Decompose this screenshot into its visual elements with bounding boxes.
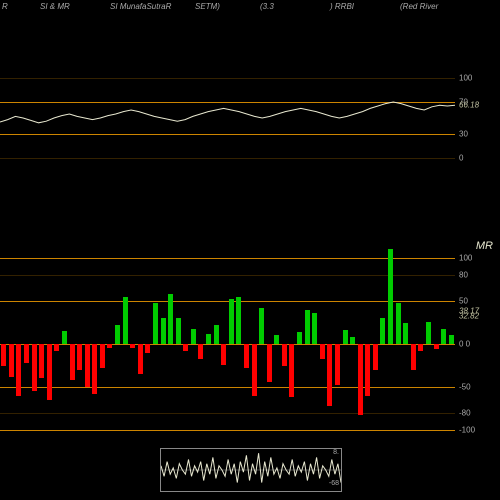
mr-bar: [411, 344, 416, 370]
mr-bar: [138, 344, 143, 374]
mini-svg: [161, 449, 341, 491]
mr-bar: [358, 344, 363, 415]
mr-bar: [274, 335, 279, 344]
mr-bar: [320, 344, 325, 359]
mr-bar: [161, 318, 166, 344]
mr-bar: [297, 332, 302, 344]
rsi-panel: 1007030066.18: [0, 78, 455, 158]
grid-line: [0, 430, 455, 431]
mr-bar: [191, 329, 196, 344]
y-label: -100: [459, 426, 497, 435]
y-label: 0 0: [459, 340, 497, 349]
mr-bar: [426, 322, 431, 344]
mr-bar: [214, 325, 219, 344]
y-label: 50: [459, 297, 497, 306]
mr-bar: [449, 335, 454, 344]
header-label-0: R: [2, 2, 8, 11]
mr-bar: [365, 344, 370, 396]
value-label: 32.82: [459, 312, 497, 321]
mr-bar: [115, 325, 120, 344]
mr-bar: [403, 323, 408, 344]
mr-bar: [441, 329, 446, 344]
mr-bar: [107, 344, 112, 348]
grid-line: [0, 413, 455, 414]
mr-bar: [198, 344, 203, 359]
mr-panel: MR10080500 0-50-80-10038.1732.82: [0, 258, 455, 430]
mr-bar: [123, 297, 128, 344]
mr-bar: [77, 344, 82, 370]
mr-bar: [434, 344, 439, 349]
mr-bar: [183, 344, 188, 351]
y-label: 0: [459, 154, 497, 163]
mr-bar: [327, 344, 332, 406]
mr-bar: [145, 344, 150, 353]
mr-bar: [252, 344, 257, 396]
mr-bar: [16, 344, 21, 396]
mr-bar: [206, 334, 211, 344]
mr-bar: [373, 344, 378, 370]
mr-bar: [130, 344, 135, 348]
grid-line: [0, 275, 455, 276]
mini-panel: 8. -68: [160, 448, 342, 492]
rsi-line-svg: [0, 78, 455, 158]
mr-bar: [350, 337, 355, 344]
mr-bar: [24, 344, 29, 363]
mr-bar: [85, 344, 90, 387]
rsi-inner: 1007030066.18: [0, 78, 455, 158]
grid-line: [0, 301, 455, 302]
mr-bar: [70, 344, 75, 380]
mr-bar: [236, 297, 241, 344]
mr-bar: [62, 331, 67, 344]
mr-bar: [343, 330, 348, 344]
mr-bar: [312, 313, 317, 344]
mini-y-label: -68: [329, 480, 339, 487]
header-label-6: (Red River: [400, 2, 438, 11]
mr-inner: MR10080500 0-50-80-10038.1732.82: [0, 258, 455, 430]
y-label: 100: [459, 254, 497, 263]
mr-bar: [92, 344, 97, 394]
mr-bar: [229, 299, 234, 344]
y-label: 80: [459, 271, 497, 280]
mr-bar: [289, 344, 294, 397]
header-label-1: SI & MR: [40, 2, 70, 11]
mr-bar: [244, 344, 249, 368]
y-label: 100: [459, 74, 497, 83]
header-label-2: SI MunafaSutraR: [110, 2, 171, 11]
mr-bar: [32, 344, 37, 391]
grid-line: [0, 158, 455, 159]
mr-bar: [221, 344, 226, 365]
y-label: 30: [459, 130, 497, 139]
mr-bar: [267, 344, 272, 382]
grid-line: [0, 344, 455, 345]
mr-bar: [282, 344, 287, 366]
mr-bar: [176, 318, 181, 344]
y-label: -80: [459, 408, 497, 417]
header-label-4: (3.3: [260, 2, 274, 11]
grid-line: [0, 258, 455, 259]
mr-bar: [259, 308, 264, 344]
mr-bar: [100, 344, 105, 368]
grid-line: [0, 387, 455, 388]
mr-bar: [418, 344, 423, 351]
mr-bar: [39, 344, 44, 378]
mr-bar: [335, 344, 340, 385]
mr-bar: [1, 344, 6, 366]
mr-bar: [168, 294, 173, 344]
mr-bar: [47, 344, 52, 400]
mr-bar: [305, 310, 310, 344]
mr-bar: [54, 344, 59, 351]
mr-bar: [380, 318, 385, 344]
mini-y-label: 8.: [333, 449, 339, 456]
y-label: -50: [459, 383, 497, 392]
header-label-5: ) RRBI: [330, 2, 354, 11]
mr-bar: [9, 344, 14, 377]
value-label: 66.18: [459, 101, 497, 110]
header-label-3: SETM): [195, 2, 220, 11]
mr-bar: [396, 303, 401, 344]
mr-title: MR: [476, 240, 493, 252]
mr-bar: [388, 249, 393, 344]
mr-bar: [153, 303, 158, 344]
